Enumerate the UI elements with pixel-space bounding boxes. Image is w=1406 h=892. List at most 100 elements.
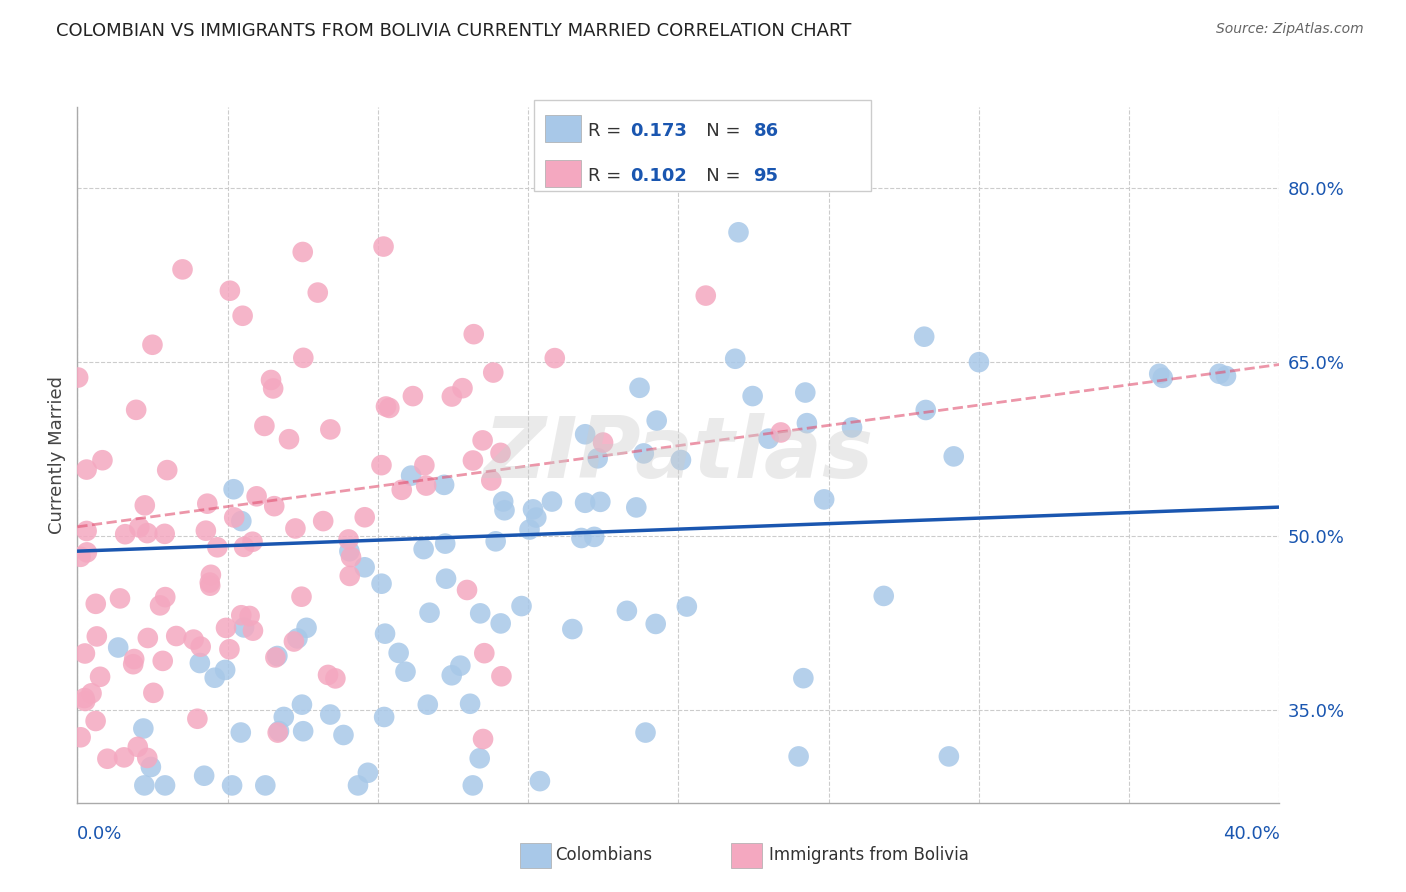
Point — [76, 462, 98, 476]
Point — [544, 351, 567, 365]
Point — [419, 606, 441, 620]
Text: ZIPatlas: ZIPatlas — [484, 413, 873, 497]
Point — [873, 589, 896, 603]
Point — [263, 499, 285, 513]
Point — [254, 778, 277, 793]
Point — [204, 671, 226, 685]
Point — [215, 621, 238, 635]
Point — [461, 453, 484, 467]
Point — [470, 607, 492, 621]
Point — [172, 262, 194, 277]
Point — [69, 731, 91, 745]
Point — [200, 579, 222, 593]
Point — [188, 656, 211, 670]
Point — [96, 752, 118, 766]
Point — [125, 402, 148, 417]
Point — [494, 503, 516, 517]
Point — [914, 403, 936, 417]
Point — [231, 514, 253, 528]
Point — [434, 536, 457, 550]
Point — [522, 502, 544, 516]
Point — [287, 632, 309, 646]
Point — [200, 567, 222, 582]
Point — [727, 225, 749, 239]
Point — [787, 749, 810, 764]
Point — [796, 416, 818, 430]
Point — [316, 668, 339, 682]
Point — [242, 534, 264, 549]
Point — [183, 632, 205, 647]
Point — [529, 774, 551, 789]
Point — [84, 597, 107, 611]
Point — [107, 640, 129, 655]
Text: 95: 95 — [754, 167, 779, 185]
Point — [492, 494, 515, 508]
Point — [340, 550, 363, 565]
Point — [153, 526, 176, 541]
Point — [524, 510, 547, 524]
Point — [616, 604, 638, 618]
Point — [541, 494, 564, 508]
Point — [472, 646, 495, 660]
Point — [468, 751, 491, 765]
Point — [291, 244, 314, 259]
Point — [813, 492, 835, 507]
Point — [758, 432, 780, 446]
Point — [626, 500, 648, 515]
Point — [194, 524, 217, 538]
Point — [136, 751, 159, 765]
Point — [295, 621, 318, 635]
Point — [634, 725, 657, 739]
Point — [695, 288, 717, 302]
Point — [291, 698, 314, 712]
Point — [332, 728, 354, 742]
Point — [284, 521, 307, 535]
Point — [136, 631, 159, 645]
Point — [792, 671, 814, 685]
Point — [224, 510, 246, 524]
Point — [86, 629, 108, 643]
Point — [231, 608, 253, 623]
Point — [353, 510, 375, 524]
Point — [440, 668, 463, 682]
Point — [75, 694, 97, 708]
Point — [153, 778, 176, 793]
Point — [155, 590, 177, 604]
Point — [262, 381, 284, 395]
Point — [267, 725, 290, 739]
Text: 0.102: 0.102 — [630, 167, 686, 185]
Point — [413, 458, 436, 473]
Point — [1149, 367, 1171, 381]
Point — [583, 530, 606, 544]
Point — [489, 446, 512, 460]
Point — [370, 576, 392, 591]
Point — [267, 724, 290, 739]
Point — [193, 769, 215, 783]
Point — [122, 652, 145, 666]
Point — [912, 329, 935, 343]
Point — [273, 710, 295, 724]
Point — [239, 609, 262, 624]
Point — [724, 351, 747, 366]
Point — [628, 381, 651, 395]
Text: N =: N = — [689, 167, 747, 185]
Point — [586, 451, 609, 466]
Point — [292, 724, 315, 739]
Point — [491, 669, 513, 683]
Text: Immigrants from Bolivia: Immigrants from Bolivia — [769, 846, 969, 863]
Point — [769, 425, 792, 440]
Point — [156, 463, 179, 477]
Point — [290, 590, 312, 604]
Text: R =: R = — [588, 167, 627, 185]
Point — [415, 478, 437, 492]
Point — [73, 691, 96, 706]
Point — [675, 599, 697, 614]
Point — [134, 778, 156, 793]
Point — [633, 446, 655, 460]
Point — [561, 622, 583, 636]
Point — [574, 427, 596, 442]
Point — [233, 620, 256, 634]
Point — [264, 650, 287, 665]
Point — [374, 626, 396, 640]
Point — [1208, 367, 1230, 381]
